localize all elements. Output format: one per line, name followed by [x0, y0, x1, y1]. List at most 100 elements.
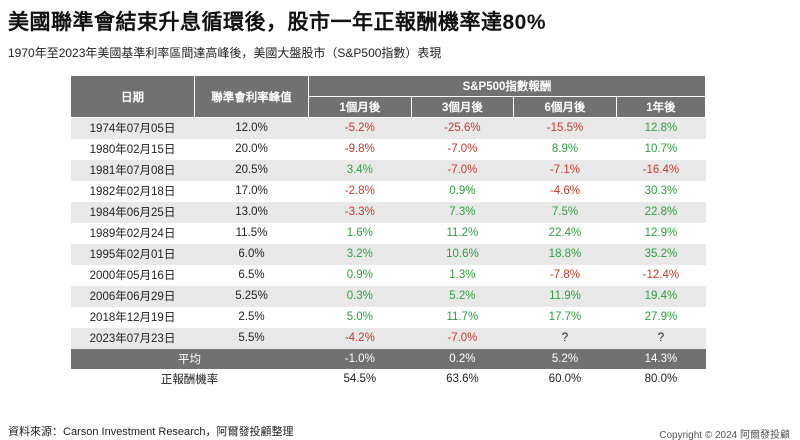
table-row: 2006年06月29日 5.25% 0.3% 5.2% 11.9% 19.4% — [70, 285, 706, 307]
cell-date: 2006年06月29日 — [70, 285, 195, 307]
cell-return-1m: 3.2% — [308, 243, 412, 265]
header-date: 日期 — [70, 75, 195, 118]
cell-return-6m: 17.7% — [513, 306, 617, 328]
cell-return-3m: 5.2% — [411, 285, 514, 307]
cell-return-3m: 1.3% — [411, 264, 514, 286]
cell-return-6m: -7.1% — [513, 159, 617, 181]
cell-date: 1982年02月18日 — [70, 180, 195, 202]
average-1m: -1.0% — [308, 348, 412, 369]
table-row: 1984年06月25日 13.0% -3.3% 7.3% 7.5% 22.8% — [70, 201, 706, 223]
cell-return-1y: 30.3% — [616, 180, 706, 202]
average-6m: 5.2% — [513, 348, 617, 369]
cell-return-1y: 35.2% — [616, 243, 706, 265]
cell-return-1y: 12.9% — [616, 222, 706, 244]
table-row: 1981年07月08日 20.5% 3.4% -7.0% -7.1% -16.4% — [70, 159, 706, 181]
cell-rate: 12.0% — [194, 117, 309, 139]
returns-table: 日期 聯準會利率峰值 S&P500指數報酬 1個月後 3個月後 6個月後 1年後… — [70, 75, 707, 389]
cell-return-6m: 8.9% — [513, 138, 617, 160]
table-row: 1974年07月05日 12.0% -5.2% -25.6% -15.5% 12.8% — [70, 117, 706, 139]
cell-rate: 2.5% — [194, 306, 309, 328]
cell-return-1y: 27.9% — [616, 306, 706, 328]
cell-return-6m: ? — [513, 327, 617, 349]
table-row: 2000年05月16日 6.5% 0.9% 1.3% -7.8% -12.4% — [70, 264, 706, 286]
win-rate-row: 正報酬機率 54.5% 63.6% 60.0% 80.0% — [70, 368, 706, 389]
cell-rate: 5.25% — [194, 285, 309, 307]
average-row: 平均 -1.0% 0.2% 5.2% 14.3% — [70, 348, 706, 369]
table-row: 1989年02月24日 11.5% 1.6% 11.2% 22.4% 12.9% — [70, 222, 706, 244]
cell-return-1m: -2.8% — [308, 180, 412, 202]
cell-return-3m: -25.6% — [411, 117, 514, 139]
table-row: 2023年07月23日 5.5% -4.2% -7.0%?? — [70, 327, 706, 349]
cell-return-1m: -5.2% — [308, 117, 412, 139]
cell-date: 2000年05月16日 — [70, 264, 195, 286]
cell-return-1m: 0.9% — [308, 264, 412, 286]
cell-return-1y: 19.4% — [616, 285, 706, 307]
cell-return-1m: 3.4% — [308, 159, 412, 181]
cell-date: 1981年07月08日 — [70, 159, 195, 181]
page-subtitle: 1970年至2023年美國基準利率區間達高峰後，美國大盤股市（S&P500指數）… — [8, 46, 442, 60]
header-1y: 1年後 — [615, 96, 707, 118]
cell-return-1m: -4.2% — [308, 327, 412, 349]
table-row: 1980年02月15日 20.0% -9.8% -7.0% 8.9% 10.7% — [70, 138, 706, 160]
cell-return-6m: -4.6% — [513, 180, 617, 202]
cell-return-6m: 22.4% — [513, 222, 617, 244]
cell-return-3m: 11.7% — [411, 306, 514, 328]
header-rate-peak: 聯準會利率峰值 — [194, 75, 309, 118]
cell-date: 2018年12月19日 — [70, 306, 195, 328]
cell-return-3m: -7.0% — [411, 159, 514, 181]
cell-rate: 11.5% — [194, 222, 309, 244]
cell-date: 1995年02月01日 — [70, 243, 195, 265]
average-1y: 14.3% — [616, 348, 706, 369]
cell-return-1y: 12.8% — [616, 117, 706, 139]
header-sp500-returns: S&P500指數報酬 — [308, 75, 706, 97]
cell-rate: 6.5% — [194, 264, 309, 286]
cell-date: 1980年02月15日 — [70, 138, 195, 160]
cell-return-3m: 0.9% — [411, 180, 514, 202]
cell-date: 1984年06月25日 — [70, 201, 195, 223]
header-3m: 3個月後 — [410, 96, 515, 118]
cell-return-6m: -7.8% — [513, 264, 617, 286]
win-rate-label: 正報酬機率 — [70, 368, 309, 389]
win-rate-1y: 80.0% — [616, 368, 706, 389]
cell-return-6m: 18.8% — [513, 243, 617, 265]
cell-rate: 13.0% — [194, 201, 309, 223]
average-3m: 0.2% — [411, 348, 514, 369]
cell-date: 2023年07月23日 — [70, 327, 195, 349]
average-label: 平均 — [70, 348, 309, 369]
cell-return-1y: -12.4% — [616, 264, 706, 286]
cell-rate: 17.0% — [194, 180, 309, 202]
cell-return-1y: -16.4% — [616, 159, 706, 181]
cell-return-3m: 10.6% — [411, 243, 514, 265]
cell-return-3m: 11.2% — [411, 222, 514, 244]
cell-return-6m: 11.9% — [513, 285, 617, 307]
cell-rate: 5.5% — [194, 327, 309, 349]
cell-rate: 6.0% — [194, 243, 309, 265]
cell-rate: 20.0% — [194, 138, 309, 160]
page-title: 美國聯準會結束升息循環後，股市一年正報酬機率達80% — [8, 11, 547, 34]
cell-return-3m: 7.3% — [411, 201, 514, 223]
header-row-top: 日期 聯準會利率峰值 S&P500指數報酬 — [70, 75, 706, 118]
cell-rate: 20.5% — [194, 159, 309, 181]
cell-return-1m: 5.0% — [308, 306, 412, 328]
cell-return-1m: 0.3% — [308, 285, 412, 307]
cell-return-6m: 7.5% — [513, 201, 617, 223]
cell-return-1m: -3.3% — [308, 201, 412, 223]
cell-return-6m: -15.5% — [513, 117, 617, 139]
cell-return-1y: ? — [616, 327, 706, 349]
win-rate-3m: 63.6% — [411, 368, 514, 389]
source-note: 資料來源：Carson Investment Research，阿爾發投顧整理 — [8, 426, 294, 438]
table-row: 1982年02月18日 17.0% -2.8% 0.9% -4.6% 30.3% — [70, 180, 706, 202]
cell-return-1m: -9.8% — [308, 138, 412, 160]
table-row: 2018年12月19日 2.5% 5.0% 11.7% 17.7% 27.9% — [70, 306, 706, 328]
cell-return-1m: 1.6% — [308, 222, 412, 244]
header-row-sub: 1個月後 3個月後 6個月後 1年後 — [71, 96, 707, 118]
cell-return-1y: 10.7% — [616, 138, 706, 160]
win-rate-1m: 54.5% — [308, 368, 412, 389]
table-body: 1974年07月05日 12.0% -5.2% -25.6% -15.5% 12.8% 1… — [70, 117, 706, 389]
table-row: 1995年02月01日 6.0% 3.2% 10.6% 18.8% 35.2% — [70, 243, 706, 265]
cell-return-3m: -7.0% — [411, 327, 514, 349]
cell-date: 1989年02月24日 — [70, 222, 195, 244]
header-1m: 1個月後 — [308, 96, 412, 118]
cell-return-3m: -7.0% — [411, 138, 514, 160]
cell-date: 1974年07月05日 — [70, 117, 195, 139]
